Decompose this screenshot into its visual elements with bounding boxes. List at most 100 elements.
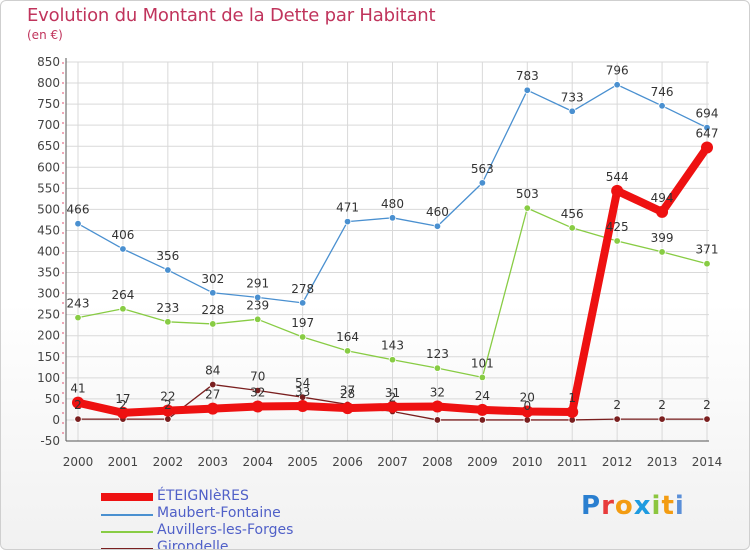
y-tick-label: 300: [37, 287, 60, 301]
point-series-2-13: [658, 248, 666, 256]
data-label-series-1-1: 406: [111, 228, 134, 242]
point-series-0-13: [656, 205, 669, 218]
data-label-series-3-4: 70: [250, 369, 265, 383]
data-label-series-3-2: 2: [164, 398, 172, 412]
point-series-2-14: [703, 260, 711, 268]
point-series-1-9: [478, 179, 487, 187]
point-series-0-5: [296, 400, 309, 413]
point-series-3-0: [74, 415, 82, 423]
legend-swatch-series-3: [101, 548, 153, 549]
y-tick-label: 350: [37, 266, 60, 280]
data-label-series-2-0: 243: [67, 297, 90, 311]
data-label-series-2-5: 197: [291, 316, 314, 330]
y-tick-label: 100: [37, 371, 60, 385]
point-series-1-4: [254, 293, 262, 302]
point-series-0-4: [251, 400, 264, 413]
data-label-series-1-11: 733: [561, 90, 584, 104]
logo-letter: o: [614, 491, 634, 521]
x-tick-label: 2011: [557, 455, 588, 469]
y-tick-label: 500: [37, 202, 60, 216]
chart-title: Evolution du Montant de la Dette par Hab…: [27, 5, 436, 26]
data-label-series-2-10: 503: [516, 187, 539, 201]
y-tick-label: 0: [52, 413, 60, 427]
point-series-0-11: [566, 405, 579, 418]
data-label-series-0-13: 494: [651, 191, 674, 205]
data-label-series-0-7: 31: [385, 386, 400, 400]
point-series-1-10: [523, 86, 531, 94]
y-tick-label: 250: [37, 308, 60, 322]
data-label-series-1-4: 291: [246, 276, 269, 290]
data-label-series-1-3: 302: [201, 272, 224, 286]
x-tick-label: 2002: [153, 455, 184, 469]
axes: -500501001502002503003504004505005506006…: [37, 55, 722, 469]
point-series-2-12: [613, 237, 621, 245]
point-series-2-2: [164, 318, 172, 326]
x-tick-label: 2005: [287, 455, 318, 469]
proxiti-logo: Proxiti: [581, 491, 685, 521]
legend-label-series-3: Girondelle: [157, 539, 229, 550]
data-label-series-1-2: 356: [156, 249, 179, 263]
data-label-series-2-7: 143: [381, 339, 404, 353]
point-series-1-11: [568, 107, 576, 115]
data-label-series-0-12: 544: [606, 170, 629, 184]
data-label-series-3-1: 2: [119, 398, 127, 412]
legend-label-series-1: Maubert-Fontaine: [157, 505, 281, 521]
point-series-1-12: [613, 81, 621, 89]
legend-label-series-0: ÉTEIGNIèRES: [157, 488, 249, 504]
point-series-0-1: [116, 406, 129, 419]
data-label-series-2-13: 399: [651, 231, 674, 245]
point-series-3-14: [703, 415, 711, 423]
point-series-2-5: [298, 333, 307, 341]
data-label-series-1-10: 783: [516, 69, 539, 83]
data-label-series-2-8: 123: [426, 347, 449, 361]
data-label-series-1-7: 480: [381, 197, 404, 211]
data-label-series-0-2: 22: [160, 390, 175, 404]
y-tick-label: 800: [37, 76, 60, 90]
logo-letter: P: [581, 491, 602, 521]
logo-letter: t: [661, 491, 675, 521]
x-tick-label: 2008: [422, 455, 453, 469]
data-label-series-2-12: 425: [606, 220, 629, 234]
data-label-series-2-4: 239: [246, 298, 269, 312]
point-series-2-6: [343, 347, 352, 355]
data-label-series-0-3: 27: [205, 388, 220, 402]
data-label-series-0-4: 32: [250, 385, 265, 399]
legend-label-series-2: Auvillers-les-Forges: [157, 522, 294, 538]
x-tick-label: 2007: [377, 455, 408, 469]
point-series-1-13: [658, 102, 666, 110]
data-label-series-2-11: 456: [561, 207, 584, 221]
y-tick-label: 600: [37, 160, 60, 174]
point-series-3-9: [478, 416, 487, 424]
x-tick-label: 2001: [108, 455, 139, 469]
data-label-series-3-14: 2: [703, 398, 711, 412]
y-tick-label: 450: [37, 223, 60, 237]
data-label-series-1-5: 278: [291, 282, 314, 296]
point-series-2-3: [209, 320, 217, 328]
y-tick-label: 400: [37, 245, 60, 259]
series-layer: [72, 81, 713, 424]
data-label-series-2-1: 264: [111, 288, 134, 302]
y-tick-label: 200: [37, 329, 60, 343]
y-tick-label: 850: [37, 55, 60, 69]
data-label-series-0-0: 41: [70, 382, 85, 396]
data-label-series-1-13: 746: [651, 85, 674, 99]
point-series-1-8: [433, 222, 442, 230]
chart-subtitle: (en €): [27, 28, 63, 42]
point-series-3-2: [164, 415, 172, 423]
data-label-series-0-5: 33: [295, 385, 310, 399]
data-label-series-3-12: 2: [613, 398, 621, 412]
point-series-1-0: [74, 220, 82, 228]
x-tick-label: 2013: [647, 455, 678, 469]
point-series-3-8: [433, 416, 442, 424]
data-label-series-0-6: 28: [340, 387, 355, 401]
data-label-series-1-6: 471: [336, 201, 359, 215]
legend-swatch-series-1: [101, 514, 153, 516]
data-label-series-3-0: 2: [74, 398, 82, 412]
point-series-3-10: [523, 416, 531, 424]
point-series-1-7: [388, 214, 397, 222]
point-series-0-14: [701, 141, 713, 154]
data-label-series-2-6: 164: [336, 330, 359, 344]
logo-letter: x: [633, 491, 652, 521]
point-series-0-6: [341, 402, 354, 415]
